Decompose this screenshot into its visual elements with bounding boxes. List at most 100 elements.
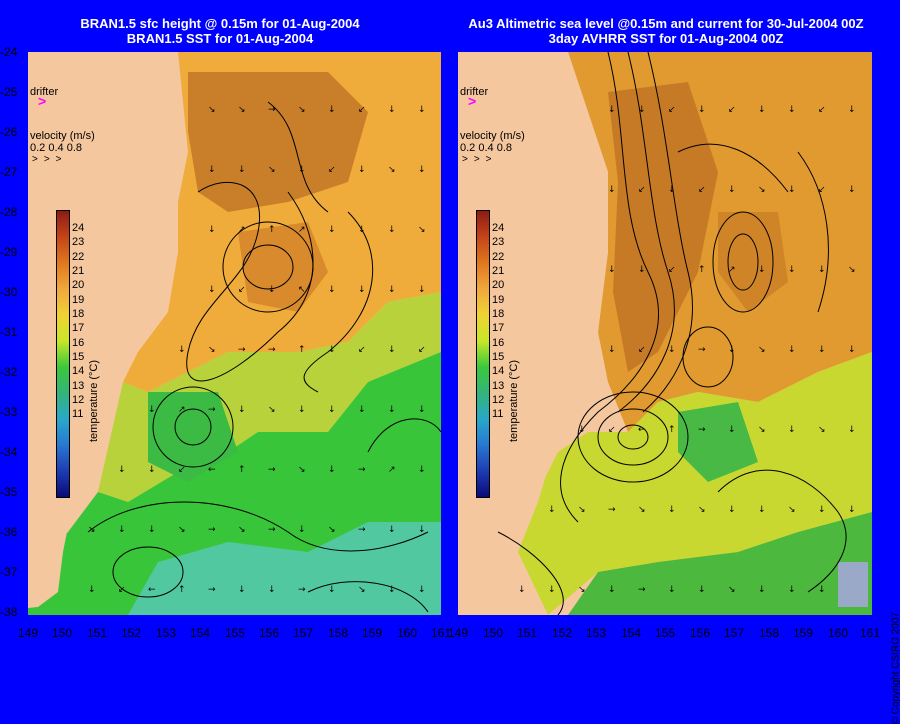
svg-text:→: → xyxy=(208,405,216,415)
svg-text:→: → xyxy=(638,585,646,595)
y-tick: -36 xyxy=(0,525,18,539)
svg-text:↓: ↓ xyxy=(788,345,796,355)
svg-text:→: → xyxy=(298,585,306,595)
contours xyxy=(87,101,441,613)
y-tick: -31 xyxy=(0,325,18,339)
svg-text:↙: ↙ xyxy=(238,285,246,295)
svg-text:↓: ↓ xyxy=(698,585,706,595)
svg-text:↓: ↓ xyxy=(388,405,396,415)
svg-text:↓: ↓ xyxy=(328,105,336,115)
svg-text:↙: ↙ xyxy=(358,105,366,115)
velocity-scale: 0.2 0.4 0.8 xyxy=(460,142,512,154)
svg-text:↓: ↓ xyxy=(728,185,736,195)
left-colorbar-ticks: 24 23 22 21 20 19 18 17 16 15 14 13 12 11 xyxy=(72,222,85,421)
svg-text:↙: ↙ xyxy=(418,345,426,355)
y-tick: -34 xyxy=(0,445,18,459)
x-tick: 149 xyxy=(447,626,469,640)
x-tick: 157 xyxy=(292,626,314,640)
svg-text:↓: ↓ xyxy=(268,285,276,295)
svg-text:↓: ↓ xyxy=(608,345,616,355)
svg-text:←: ← xyxy=(208,465,216,475)
svg-text:↓: ↓ xyxy=(608,185,616,195)
svg-text:↓: ↓ xyxy=(698,105,706,115)
svg-text:→: → xyxy=(238,345,246,355)
x-tick: 152 xyxy=(551,626,573,640)
svg-text:↓: ↓ xyxy=(328,225,336,235)
right-colorbar xyxy=(476,210,490,498)
x-tick: 154 xyxy=(620,626,642,640)
svg-text:↓: ↓ xyxy=(788,265,796,275)
svg-text:↖: ↖ xyxy=(298,285,306,295)
x-tick: 155 xyxy=(654,626,676,640)
svg-text:↙: ↙ xyxy=(728,105,736,115)
svg-text:→: → xyxy=(268,465,276,475)
svg-text:→: → xyxy=(358,525,366,535)
left-title-line1: BRAN1.5 sfc height @ 0.15m for 01-Aug-20… xyxy=(80,16,360,31)
ocean-eddy-cool xyxy=(678,402,758,482)
svg-text:↙: ↙ xyxy=(698,185,706,195)
svg-text:↓: ↓ xyxy=(788,105,796,115)
svg-text:↓: ↓ xyxy=(358,405,366,415)
svg-text:↓: ↓ xyxy=(818,505,826,515)
svg-text:↓: ↓ xyxy=(118,525,126,535)
svg-text:↘: ↘ xyxy=(578,505,586,515)
svg-text:↓: ↓ xyxy=(238,165,246,175)
svg-text:↓: ↓ xyxy=(208,285,216,295)
svg-text:↘: ↘ xyxy=(208,345,216,355)
svg-text:→: → xyxy=(698,425,706,435)
x-tick: 159 xyxy=(792,626,814,640)
svg-text:↙: ↙ xyxy=(118,585,126,595)
svg-text:↘: ↘ xyxy=(328,525,336,535)
svg-text:↓: ↓ xyxy=(418,465,426,475)
svg-text:↓: ↓ xyxy=(758,105,766,115)
velocity-scale: 0.2 0.4 0.8 xyxy=(30,142,82,154)
svg-text:↘: ↘ xyxy=(698,505,706,515)
y-tick: -26 xyxy=(0,125,18,139)
svg-text:↓: ↓ xyxy=(668,185,676,195)
left-colorbar xyxy=(56,210,70,498)
svg-text:↓: ↓ xyxy=(388,105,396,115)
right-title-line1: Au3 Altimetric sea level @0.15m and curr… xyxy=(468,16,864,31)
svg-text:↓: ↓ xyxy=(548,505,556,515)
left-title-line2: BRAN1.5 SST for 01-Aug-2004 xyxy=(126,31,314,46)
svg-text:↓: ↓ xyxy=(668,505,676,515)
drifter-marker: > xyxy=(38,93,47,109)
ocean-eddy-cool xyxy=(148,392,238,482)
x-tick: 161 xyxy=(430,626,452,640)
svg-text:→: → xyxy=(268,525,276,535)
svg-text:↓: ↓ xyxy=(328,585,336,595)
svg-text:→: → xyxy=(358,465,366,475)
y-tick: -28 xyxy=(0,205,18,219)
drifter-label: drifter xyxy=(460,86,489,98)
x-tick: 158 xyxy=(758,626,780,640)
svg-text:→: → xyxy=(268,105,276,115)
ocean-hot-core xyxy=(188,72,368,212)
svg-text:↓: ↓ xyxy=(388,345,396,355)
svg-text:↓: ↓ xyxy=(788,185,796,195)
right-panel-title: Au3 Altimetric sea level @0.15m and curr… xyxy=(456,16,876,46)
x-tick: 150 xyxy=(482,626,504,640)
velocity-arrows: ↓ ↓ ↙ ↓ ↙ ↓ ↓ ↙ ↓ ↓ ↙ ↓ ↙ ↓ ↘ ↓ ↙ ↓ ↓ ↓ ↙ ↑ ↗ ↓ ↓ ↓ ↘ ↓ ↙ ↓ → ↓ ↘ ↓ ↓ ↓ … xyxy=(518,105,856,595)
svg-text:↘: ↘ xyxy=(638,505,646,515)
svg-text:↓: ↓ xyxy=(208,225,216,235)
svg-text:↘: ↘ xyxy=(418,225,426,235)
y-tick: -24 xyxy=(0,45,18,59)
ocean-transition xyxy=(518,352,872,615)
svg-text:↓: ↓ xyxy=(418,405,426,415)
ocean-cool-region xyxy=(568,512,872,615)
right-title-line2: 3day AVHRR SST for 01-Aug-2004 00Z xyxy=(548,31,784,46)
svg-text:↙: ↙ xyxy=(818,185,826,195)
svg-text:↓: ↓ xyxy=(328,465,336,475)
svg-text:↘: ↘ xyxy=(758,345,766,355)
svg-text:↓: ↓ xyxy=(418,585,426,595)
svg-text:↓: ↓ xyxy=(418,525,426,535)
velocity-scale-arrows: >>> xyxy=(462,154,498,165)
svg-text:↘: ↘ xyxy=(268,405,276,415)
svg-text:↓: ↓ xyxy=(388,525,396,535)
svg-text:↘: ↘ xyxy=(238,105,246,115)
x-tick: 159 xyxy=(361,626,383,640)
svg-text:↓: ↓ xyxy=(418,285,426,295)
velocity-scale-arrows: >>> xyxy=(32,154,68,165)
svg-text:↑: ↑ xyxy=(238,465,246,475)
svg-text:↙: ↙ xyxy=(638,345,646,355)
